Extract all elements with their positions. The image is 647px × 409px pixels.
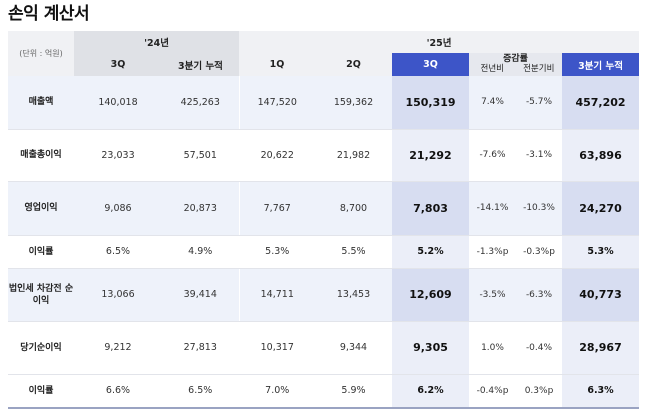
- cell-qoq: 0.3%p: [516, 374, 562, 409]
- growth-header-group: 증감률 전년비 전분기비: [469, 53, 562, 76]
- cell-q3: 9,305: [392, 321, 469, 375]
- cell: 20,622: [238, 129, 315, 182]
- cell: 9,344: [315, 321, 392, 375]
- table-row: 매출총이익 23,033 57,501 20,622 21,982 21,292…: [8, 129, 640, 182]
- cell: 20,873: [162, 181, 239, 236]
- cell-cumulative: 28,967: [562, 321, 640, 375]
- cell: 4.9%: [162, 235, 239, 269]
- growth-header: 증감률: [503, 54, 528, 64]
- cell-yoy: 1.0%: [469, 321, 516, 375]
- cell: 10,317: [238, 321, 315, 375]
- row-label: 매출총이익: [8, 129, 74, 182]
- table-row: 매출액 140,018 425,263 147,520 159,362 150,…: [8, 76, 640, 130]
- cell: 57,501: [162, 129, 239, 182]
- cell-cumulative: 40,773: [562, 268, 640, 322]
- cell-yoy: -1.3%p: [469, 235, 516, 269]
- cell: 8,700: [315, 181, 392, 236]
- table-row: 당기순이익 9,212 27,813 10,317 9,344 9,305 1.…: [8, 321, 640, 375]
- cell: 5.9%: [315, 374, 392, 409]
- table-row: 영업이익 9,086 20,873 7,767 8,700 7,803 -14.…: [8, 181, 640, 236]
- cell-q3: 6.2%: [392, 374, 469, 409]
- cell: 9,086: [74, 181, 162, 236]
- cell: 140,018: [74, 76, 162, 130]
- table-row: 법인세 차감전 순이익 13,066 39,414 14,711 13,453 …: [8, 268, 640, 322]
- row-label: 매출액: [8, 76, 74, 130]
- cell: 23,033: [74, 129, 162, 182]
- cell-yoy: -14.1%: [469, 181, 516, 236]
- cell-qoq: -3.1%: [516, 129, 562, 182]
- cell: 159,362: [315, 76, 392, 130]
- page-title: 손익 계산서: [8, 4, 90, 24]
- col-header: 2Q: [315, 53, 392, 76]
- cell-cumulative: 24,270: [562, 181, 640, 236]
- cell: 6.5%: [74, 235, 162, 269]
- cell-qoq: -0.3%p: [516, 235, 562, 269]
- year-2025-header: '25년: [239, 31, 640, 53]
- col-header: 1Q: [239, 53, 315, 76]
- cell: 6.5%: [162, 374, 239, 409]
- cell: 5.5%: [315, 235, 392, 269]
- cell: 7,767: [238, 181, 315, 236]
- col-header-qoq: 전분기비: [523, 64, 555, 74]
- col-header-q3: 3Q: [392, 53, 469, 76]
- cell-q3: 12,609: [392, 268, 469, 322]
- col-header-cumulative: 3분기 누적: [562, 53, 640, 76]
- cell-q3: 150,319: [392, 76, 469, 130]
- cell-yoy: -3.5%: [469, 268, 516, 322]
- row-label: 이익률: [8, 374, 74, 409]
- cell-qoq: -6.3%: [516, 268, 562, 322]
- cell: 21,982: [315, 129, 392, 182]
- cell: 13,066: [74, 268, 162, 322]
- table-row: 이익률 6.5% 4.9% 5.3% 5.5% 5.2% -1.3%p -0.3…: [8, 235, 640, 269]
- cell: 14,711: [238, 268, 315, 322]
- cell-q3: 7,803: [392, 181, 469, 236]
- cell-q3: 21,292: [392, 129, 469, 182]
- cell-qoq: -10.3%: [516, 181, 562, 236]
- row-label: 당기순이익: [8, 321, 74, 375]
- cell: 13,453: [315, 268, 392, 322]
- cell-yoy: 7.4%: [469, 76, 516, 130]
- row-label: 법인세 차감전 순이익: [8, 268, 74, 322]
- col-header: 3분기 누적: [162, 53, 239, 76]
- cell-cumulative: 63,896: [562, 129, 640, 182]
- income-statement-table: (단위 : 억원) '24년 '25년 3Q 3분기 누적 1Q 2Q 3Q 증…: [8, 31, 640, 409]
- cell: 9,212: [74, 321, 162, 375]
- cell: 5.3%: [238, 235, 315, 269]
- year-2024-header: '24년: [74, 31, 239, 53]
- cell-cumulative: 457,202: [562, 76, 640, 130]
- unit-label: (단위 : 억원): [8, 31, 74, 76]
- col-header: 3Q: [74, 53, 162, 76]
- cell-qoq: -5.7%: [516, 76, 562, 130]
- cell-cumulative: 6.3%: [562, 374, 640, 409]
- cell: 147,520: [238, 76, 315, 130]
- table-row: 이익률 6.6% 6.5% 7.0% 5.9% 6.2% -0.4%p 0.3%…: [8, 374, 640, 409]
- cell-cumulative: 5.3%: [562, 235, 640, 269]
- row-label: 이익률: [8, 235, 74, 269]
- cell: 425,263: [162, 76, 239, 130]
- cell: 6.6%: [74, 374, 162, 409]
- cell-yoy: -7.6%: [469, 129, 516, 182]
- row-label: 영업이익: [8, 181, 74, 236]
- cell: 39,414: [162, 268, 239, 322]
- cell-qoq: -0.4%: [516, 321, 562, 375]
- cell: 27,813: [162, 321, 239, 375]
- col-header-yoy: 전년비: [480, 64, 504, 74]
- cell: 7.0%: [238, 374, 315, 409]
- cell-q3: 5.2%: [392, 235, 469, 269]
- cell-yoy: -0.4%p: [469, 374, 516, 409]
